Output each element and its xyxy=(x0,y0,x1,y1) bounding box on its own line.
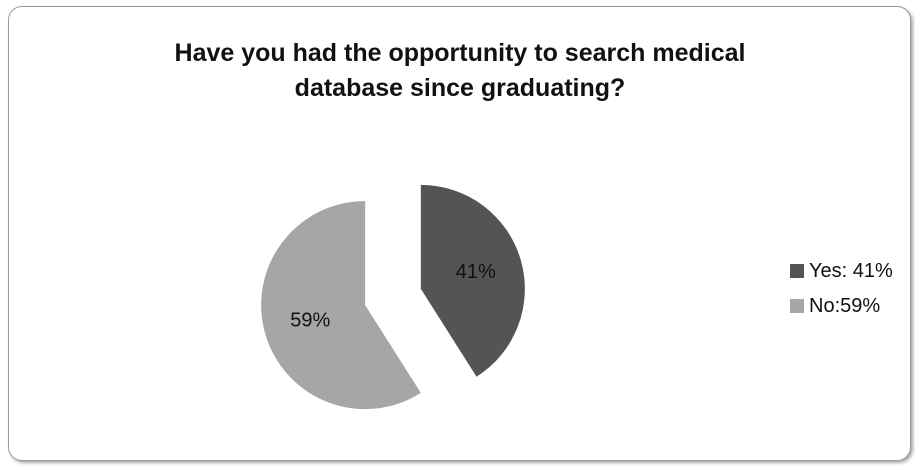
data-label-yes: 41% xyxy=(456,261,496,283)
legend-item-yes: Yes: 41% xyxy=(790,258,893,284)
legend-swatch-yes xyxy=(790,264,804,278)
slice-yes xyxy=(420,184,525,377)
chart-title: Have you had the opportunity to search m… xyxy=(174,39,746,102)
legend-item-no: No:59% xyxy=(790,293,880,319)
legend-label-no: No:59% xyxy=(809,294,881,317)
data-label-no: 59% xyxy=(290,309,330,331)
legend-swatch-no xyxy=(790,299,804,313)
legend-label-yes: Yes: 41% xyxy=(809,259,893,282)
slice-no xyxy=(261,201,421,410)
